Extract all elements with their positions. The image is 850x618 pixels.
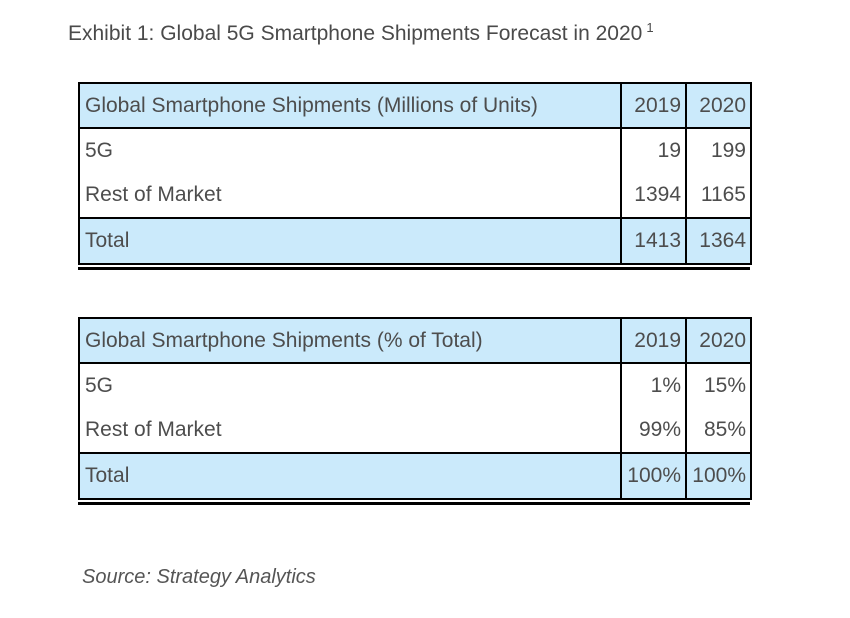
percent-table-bottom-rule [78,502,750,505]
row-label: 5G [78,128,622,173]
units-table-header-2019: 2019 [620,83,687,129]
total-2019-value: 100% [620,452,687,499]
cell-2019-value: 1% [620,363,687,408]
units-table-row-5g: 5G 19 199 [78,128,752,173]
row-label: Rest of Market [78,408,622,453]
percent-table-total-row: Total 100% 100% [78,452,752,499]
row-label: 5G [78,363,622,408]
units-table-block: Global Smartphone Shipments (Millions of… [78,82,752,270]
row-label: Rest of Market [78,173,622,218]
percent-table-title-cell: Global Smartphone Shipments (% of Total) [78,318,622,364]
total-label: Total [78,452,622,499]
cell-2019-value: 99% [620,408,687,453]
percent-table: Global Smartphone Shipments (% of Total)… [78,317,752,500]
units-table: Global Smartphone Shipments (Millions of… [78,82,752,265]
total-label: Total [78,217,622,264]
units-table-header-row: Global Smartphone Shipments (Millions of… [78,83,752,129]
exhibit-title-text: Exhibit 1: Global 5G Smartphone Shipment… [68,22,643,45]
cell-2020-value: 199 [685,128,752,173]
footnote-marker: 1 [646,20,654,35]
total-2019-value: 1413 [620,217,687,264]
percent-table-block: Global Smartphone Shipments (% of Total)… [78,317,752,505]
cell-2019-value: 19 [620,128,687,173]
exhibit-title: Exhibit 1: Global 5G Smartphone Shipment… [68,20,654,46]
units-table-row-rest-of-market: Rest of Market 1394 1165 [78,173,752,218]
units-table-total-row: Total 1413 1364 [78,217,752,264]
units-table-header-2020: 2020 [685,83,752,129]
cell-2019-value: 1394 [620,173,687,218]
units-table-bottom-rule [78,267,750,270]
cell-2020-value: 15% [685,363,752,408]
percent-table-header-row: Global Smartphone Shipments (% of Total)… [78,318,752,364]
total-2020-value: 1364 [685,217,752,264]
percent-table-header-2020: 2020 [685,318,752,364]
percent-table-row-5g: 5G 1% 15% [78,363,752,408]
units-table-title-cell: Global Smartphone Shipments (Millions of… [78,83,622,129]
percent-table-header-2019: 2019 [620,318,687,364]
cell-2020-value: 1165 [685,173,752,218]
cell-2020-value: 85% [685,408,752,453]
source-note: Source: Strategy Analytics [82,566,316,588]
percent-table-row-rest-of-market: Rest of Market 99% 85% [78,408,752,453]
total-2020-value: 100% [685,452,752,499]
